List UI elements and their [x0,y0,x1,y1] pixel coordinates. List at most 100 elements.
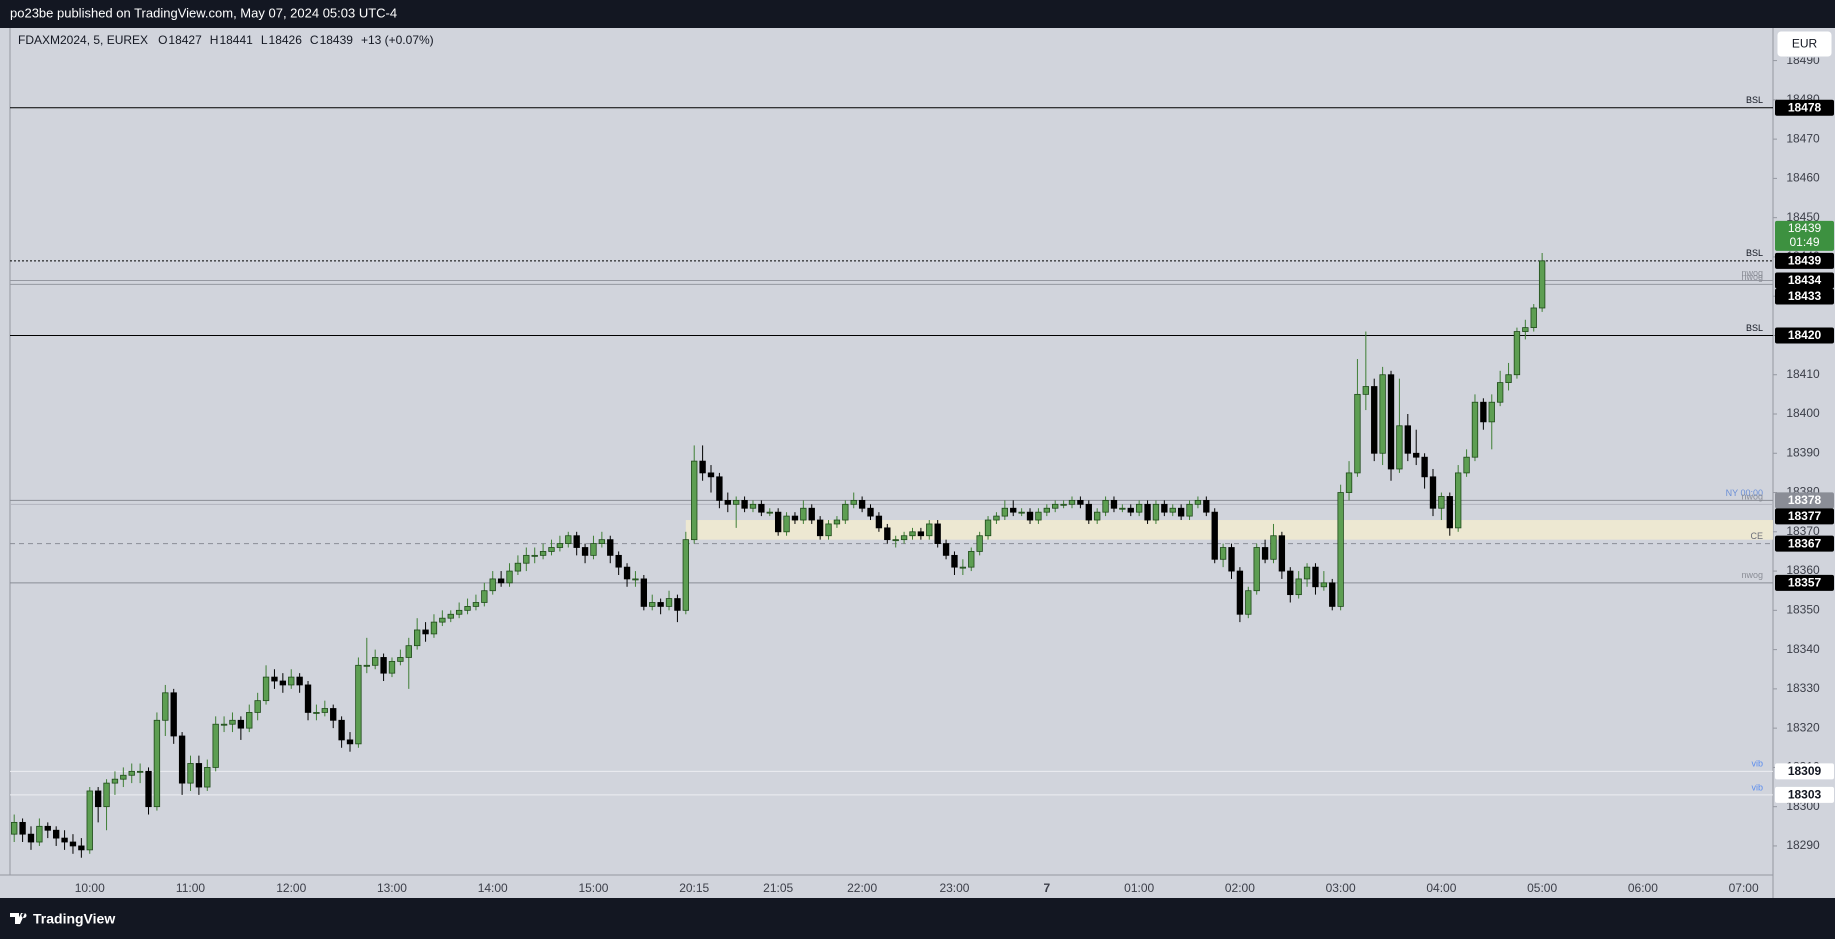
candle-body [69,841,77,847]
x-tick-label: 15:00 [578,881,608,895]
candle-body [103,782,110,808]
candle-body [749,503,757,509]
candle-body [783,515,790,533]
candle-body [791,515,799,521]
candle-body [1110,499,1118,509]
price-box-label: 18478 [1788,100,1822,114]
level-label: nwog [1741,268,1763,278]
candle-body [774,511,782,533]
price-box-label: 18377 [1788,509,1822,523]
candle-body [900,535,908,541]
candle-body [220,723,228,726]
candle-body [380,657,387,674]
level-label: BSL [1746,248,1763,258]
candle-body [19,821,26,835]
plot-background [0,28,1835,898]
candle-body [1203,499,1210,513]
candle-body [1287,570,1294,596]
candle-body [917,531,925,537]
candle-body [556,543,564,548]
candle-body [11,821,18,835]
candle-body [1396,425,1403,470]
candle-body [875,515,883,529]
candle-body [1278,535,1286,572]
candle-body [867,507,874,517]
candle-body [1186,503,1193,517]
candle-body [707,472,715,478]
candle-body [1119,507,1126,510]
candle-body [36,825,43,843]
candle-body [1161,503,1168,513]
current-price-box [1775,220,1834,251]
level-label: BSL [1746,95,1763,105]
candle-body [816,519,824,537]
candle-body [716,476,723,501]
candle-body [514,562,522,572]
candle-body [1236,570,1244,615]
level-label: NY 00:00 [1726,488,1763,498]
candle-body [1480,401,1487,423]
candle-body [1270,535,1277,560]
candle-body [884,527,891,541]
candle-body [27,833,35,843]
candle-body [195,763,203,788]
candle-body [850,499,857,505]
price-box [1775,535,1834,552]
x-tick-label: 13:00 [377,881,407,895]
candle-body [993,515,1000,521]
candle-body [94,790,102,808]
candle-body [951,554,958,568]
candle-body [649,602,656,607]
candle-body [674,598,681,611]
legend-ohlc-key: L [261,33,268,47]
candle-body [1043,507,1050,513]
candle-body [430,621,438,635]
candle-body [741,499,748,509]
candle-body [1329,582,1336,607]
candle-body [1219,547,1227,560]
candle-body [397,657,404,662]
candle-body [330,708,337,721]
fvg-zone [685,520,1773,540]
candle-body [539,551,547,556]
candle-body [455,609,463,615]
legend-ohlc-key: O [158,33,167,47]
candle-body [976,535,983,552]
candle-body [61,837,68,843]
candle-body [1429,476,1437,509]
price-box-label: 18420 [1788,328,1822,342]
candle-body [111,778,119,784]
candle-body [355,664,362,745]
x-tick-label: 23:00 [939,881,969,895]
candle-body [682,539,689,611]
candle-body [153,719,161,808]
candle-body [808,507,815,521]
y-tick-label: 18390 [1786,445,1820,459]
level-label: nwog [1741,492,1763,502]
candle-body [1362,386,1370,395]
candle-body [691,460,698,541]
legend-symbol: FDAXM2024, 5, EUREX [18,33,148,47]
legend-ohlc-value: 18426 [269,33,303,47]
candle-body [548,547,555,552]
candle-body [489,578,496,592]
candle-body [825,523,832,537]
logo-mark [10,913,27,924]
candle-body [1228,547,1235,572]
candle-body [523,554,530,564]
current-price: 18439 [1788,221,1822,235]
candle-body [1094,511,1101,521]
candle-body [506,570,513,584]
candle-body [699,460,706,474]
candle-body [447,613,454,619]
price-box-label: 18433 [1788,289,1822,303]
candle-body [1152,503,1160,521]
currency-button[interactable] [1776,30,1833,58]
price-box [1775,508,1834,525]
candle-body [959,566,967,569]
level-label: CE [1750,531,1763,541]
candle-body [1522,327,1529,332]
header-text: po23be published on TradingView.com, May… [10,5,397,20]
candle-body [984,519,992,537]
